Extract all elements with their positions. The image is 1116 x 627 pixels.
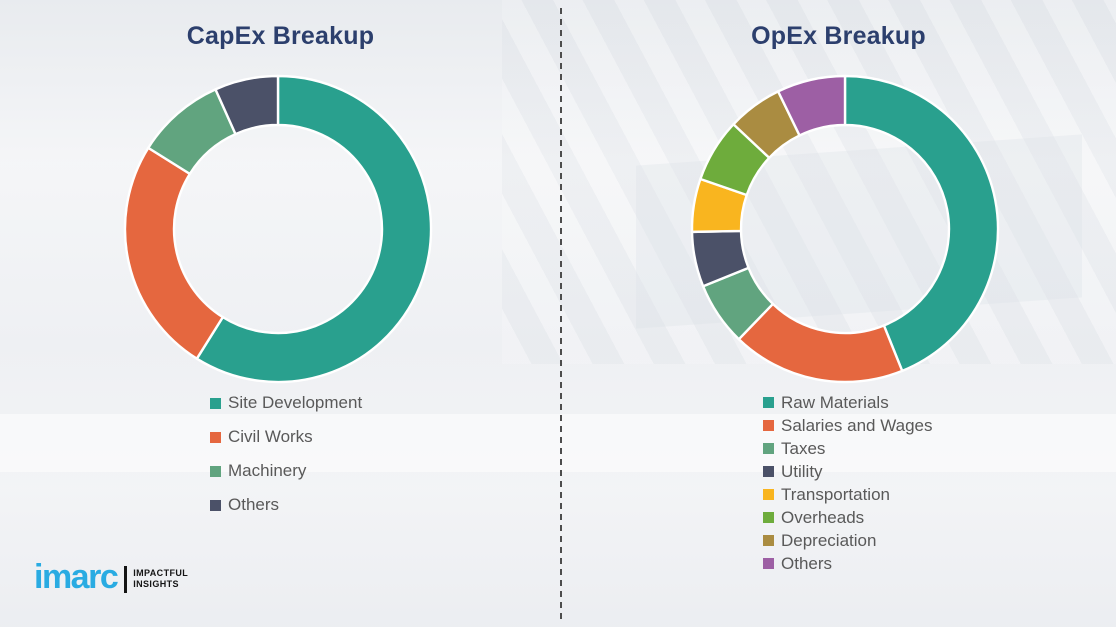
legend-item-utility: Utility: [763, 460, 933, 483]
imarc-logo-text: imarc: [34, 558, 119, 596]
legend-label: Site Development: [228, 393, 363, 412]
legend-swatch-icon: [210, 397, 221, 409]
opex-legend: Raw Materials Salaries and Wages Taxes Util…: [763, 391, 933, 575]
capex-donut-chart: [123, 74, 433, 384]
legend-swatch-icon: [210, 465, 221, 477]
legend-label: Taxes: [781, 438, 826, 458]
legend-label: Machinery: [228, 461, 307, 480]
opex-breakup-svg: [690, 74, 1000, 384]
donut-segment-others: [214, 74, 280, 136]
legend-label: Depreciation: [781, 530, 877, 550]
legend-label: Overheads: [781, 507, 865, 527]
legend-label: Transportation: [781, 484, 890, 504]
legend-item-others: Others: [763, 552, 933, 575]
legend-label: Others: [781, 553, 833, 573]
imarc-logo-divider: [124, 565, 128, 593]
capex-panel: CapEx Breakup Site Development Civil Work…: [123, 22, 433, 522]
capex-title: CapEx Breakup: [186, 22, 375, 50]
legend-swatch-icon: [763, 558, 774, 569]
legend-label: Salaries and Wages: [781, 415, 933, 435]
legend-item-salaries-and-wages: Salaries and Wages: [763, 414, 933, 437]
legend-label: Utility: [781, 461, 823, 481]
legend-swatch-icon: [763, 420, 774, 431]
donut-segment-others: [776, 74, 847, 137]
legend-item-transportation: Transportation: [763, 483, 933, 506]
imarc-logo: imarc IMPACTFUL INSIGHTS: [34, 560, 188, 594]
legend-label: Raw Materials: [781, 392, 889, 412]
capex-breakup-svg: [123, 74, 433, 384]
legend-item-overheads: Overheads: [763, 506, 933, 529]
legend-item-taxes: Taxes: [763, 437, 933, 460]
dashed-divider: [560, 8, 562, 620]
legend-swatch-icon: [763, 397, 774, 408]
donut-segment-salaries-and-wages: [737, 302, 904, 384]
donut-segment-civil-works: [123, 146, 225, 360]
legend-swatch-icon: [763, 535, 774, 546]
legend-label: Others: [228, 495, 280, 514]
donut-segment-site-development: [195, 74, 433, 384]
legend-item-raw-materials: Raw Materials: [763, 391, 933, 414]
legend-item-machinery: Machinery: [210, 454, 362, 488]
legend-swatch-icon: [210, 431, 221, 443]
legend-swatch-icon: [763, 443, 774, 454]
legend-swatch-icon: [763, 512, 774, 523]
donut-segment-raw-materials: [843, 74, 1000, 373]
legend-swatch-icon: [763, 466, 774, 477]
imarc-logo-tagline: IMPACTFUL INSIGHTS: [133, 568, 188, 591]
imarc-tagline-line2: INSIGHTS: [133, 579, 179, 589]
legend-item-others: Others: [210, 488, 362, 522]
legend-swatch-icon: [763, 489, 774, 500]
legend-item-site-development: Site Development: [210, 386, 362, 420]
opex-panel: OpEx Breakup Raw Materials Salaries and W…: [561, 0, 1116, 627]
opex-title: OpEx Breakup: [751, 22, 926, 50]
imarc-tagline-line1: IMPACTFUL: [133, 567, 189, 578]
capex-legend: Site Development Civil Works Machinery Othe…: [210, 386, 362, 522]
legend-swatch-icon: [210, 499, 221, 511]
legend-item-depreciation: Depreciation: [763, 529, 933, 552]
legend-item-civil-works: Civil Works: [210, 420, 362, 454]
legend-label: Civil Works: [228, 427, 313, 446]
opex-donut-chart: [690, 74, 1000, 384]
